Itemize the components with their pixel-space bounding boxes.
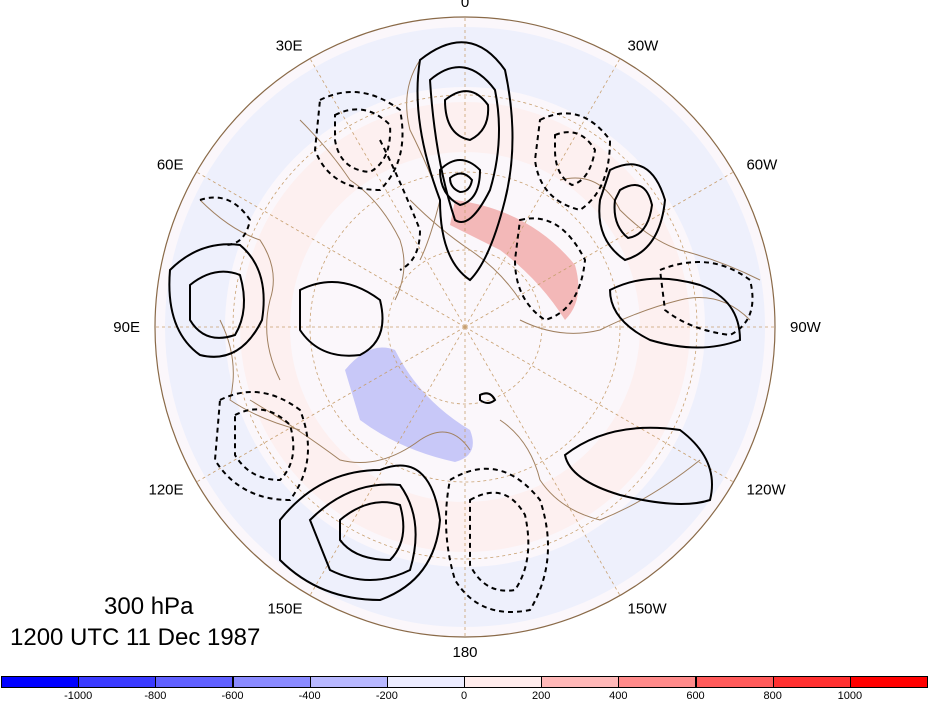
- colorbar-tick-label: 800: [763, 690, 782, 702]
- shading-blue-streak: [345, 347, 473, 462]
- colorbar-box: [541, 676, 620, 688]
- colorbar-box: [232, 676, 311, 688]
- colorbar-tick-label: 600: [686, 690, 705, 702]
- map-boundary: [154, 16, 776, 638]
- colorbar-box: [695, 676, 774, 688]
- longitude-label: 150W: [628, 600, 668, 617]
- colorbar-tick-label: -200: [375, 690, 398, 702]
- longitude-label: 0: [461, 0, 469, 11]
- longitude-label: 60W: [746, 157, 778, 174]
- meridian-line: [196, 171, 466, 328]
- longitude-label: 120W: [746, 482, 786, 499]
- latitude-circle: [387, 249, 543, 405]
- longitude-label: 30W: [628, 38, 660, 55]
- positive-contours: [168, 41, 742, 602]
- colorbar-box: [155, 676, 234, 688]
- colorbar-tick-label: -600: [221, 690, 244, 702]
- meridian-line: [464, 58, 621, 328]
- longitude-label: 150E: [267, 600, 302, 617]
- colorbar-tick-label: 400: [609, 690, 628, 702]
- meridian-line: [309, 326, 466, 596]
- pressure-level-title: 300 hPa: [104, 593, 194, 620]
- longitude-labels: 0 30W 60W 90W 120W 150W 180 150E 120E 90E 60E 30E: [113, 0, 821, 661]
- meridian-line: [464, 171, 734, 328]
- latitude-circle: [309, 171, 621, 483]
- colorbar-tick-label: 1000: [837, 690, 863, 702]
- colorbar-tick-label: 0: [460, 690, 468, 702]
- longitude-label: 90W: [790, 319, 822, 336]
- longitude-label: 120E: [148, 482, 183, 499]
- meridian-line: [196, 326, 466, 483]
- colorbar-box: [309, 676, 388, 688]
- colorbar-box: [618, 676, 697, 688]
- meridian-line: [464, 326, 621, 596]
- colorbar-box: [1, 676, 80, 688]
- meridian-line: [464, 326, 734, 483]
- colorbar: -1000 -800 -600 -400 -200 0 200 400 600 800 1000: [0, 676, 928, 702]
- colorbar-box: [386, 676, 465, 688]
- longitude-label: 60E: [157, 157, 184, 174]
- negative-contours: [199, 91, 754, 613]
- colorbar-box: [464, 676, 543, 688]
- longitude-label: 30E: [276, 38, 303, 55]
- datetime-title: 1200 UTC 11 Dec 1987: [10, 624, 261, 651]
- polar-map: 0 30W 60W 90W 120W 150W 180 150E 120E 90E 60E 30E: [113, 0, 821, 661]
- colorbar-box: [772, 676, 851, 688]
- colorbar-box: [849, 676, 928, 688]
- shading-red-streak: [450, 200, 579, 320]
- coastlines: [199, 59, 761, 521]
- longitude-label: 180: [452, 644, 477, 661]
- colorbar-tick-label: 200: [531, 690, 551, 702]
- colorbar-tick-label: -800: [144, 690, 167, 702]
- colorbar-tick-label: -400: [298, 690, 321, 702]
- colorbar-box: [78, 676, 157, 688]
- meridian-line: [309, 58, 466, 328]
- longitude-label: 90E: [113, 319, 140, 336]
- colorbar-tick-label: -1000: [64, 690, 93, 702]
